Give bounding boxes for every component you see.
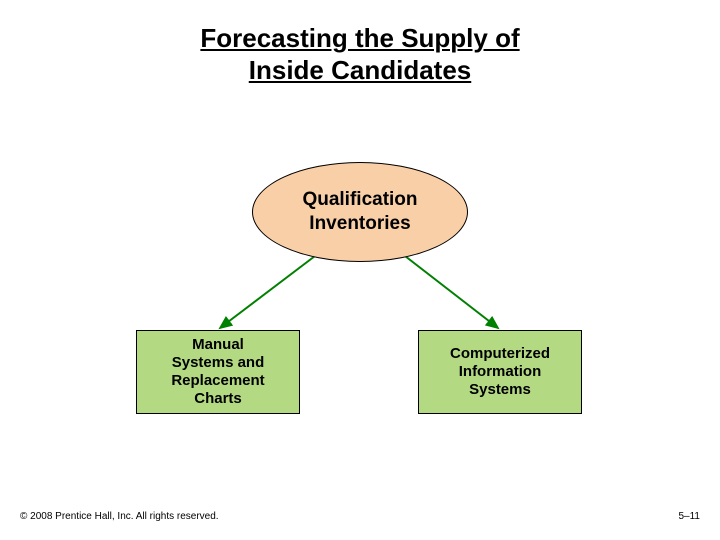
footer-page-number: 5–11 <box>678 511 700 522</box>
right-box-line-3: Systems <box>450 381 550 399</box>
left-box-line-2: Systems and <box>171 354 264 372</box>
left-box-line-3: Replacement <box>171 372 264 390</box>
node-manual-systems: Manual Systems and Replacement Charts <box>136 330 300 414</box>
left-box-line-1: Manual <box>171 336 264 354</box>
ellipse-line-1: Qualification <box>302 188 417 212</box>
right-box-line-2: Information <box>450 363 550 381</box>
left-box-line-4: Charts <box>171 390 264 408</box>
node-qualification-inventories: Qualification Inventories <box>252 162 468 262</box>
right-box-text: Computerized Information Systems <box>450 345 550 399</box>
title-line-2: Inside Candidates <box>0 54 720 86</box>
left-box-text: Manual Systems and Replacement Charts <box>171 336 264 408</box>
slide-title: Forecasting the Supply of Inside Candida… <box>0 22 720 86</box>
right-box-line-1: Computerized <box>450 345 550 363</box>
arrow-right <box>405 256 498 328</box>
arrow-left <box>220 256 315 328</box>
ellipse-line-2: Inventories <box>302 212 417 236</box>
node-computerized-systems: Computerized Information Systems <box>418 330 582 414</box>
footer-copyright: © 2008 Prentice Hall, Inc. All rights re… <box>20 511 219 522</box>
ellipse-text: Qualification Inventories <box>302 188 417 236</box>
title-line-1: Forecasting the Supply of <box>0 22 720 54</box>
